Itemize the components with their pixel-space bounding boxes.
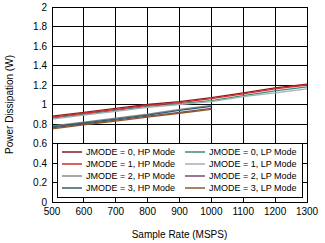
legend: JMODE = 0, HP Mode JMODE = 0, LP Mode JMOD… xyxy=(57,143,302,197)
x-tick-label: 1100 xyxy=(232,206,254,217)
legend-swatch xyxy=(62,151,82,153)
legend-swatch xyxy=(185,175,205,177)
y-tick-label: 0.4 xyxy=(33,158,47,169)
x-axis-label: Sample Rate (MSPS) xyxy=(132,229,228,240)
series-line xyxy=(52,106,211,126)
plot-frame xyxy=(52,7,307,202)
legend-label: JMODE = 1, LP Mode xyxy=(209,159,297,169)
y-axis-label: Power Dissipation (W) xyxy=(4,55,15,154)
legend-label: JMODE = 2, HP Mode xyxy=(86,171,175,181)
x-tick-label: 1000 xyxy=(200,206,223,217)
y-tick-label: 2 xyxy=(41,2,47,13)
x-tick-label: 600 xyxy=(76,206,93,217)
legend-swatch xyxy=(185,187,205,189)
legend-swatch xyxy=(62,163,82,165)
legend-swatch xyxy=(62,187,82,189)
series-line xyxy=(52,84,307,116)
x-tick-label: 500 xyxy=(44,206,61,217)
y-tick-label: 0.8 xyxy=(33,119,47,130)
series-line xyxy=(52,89,307,119)
legend-label: JMODE = 1, HP Mode xyxy=(86,159,175,169)
y-tick-label: 1.4 xyxy=(33,60,47,71)
x-tick-label: 800 xyxy=(139,206,156,217)
y-tick-label: 0.6 xyxy=(33,138,47,149)
legend-label: JMODE = 0, HP Mode xyxy=(86,147,175,157)
chart: 00.20.40.60.811.21.41.61.825006007008009… xyxy=(0,0,325,243)
legend-box xyxy=(57,143,302,197)
x-tick-label: 700 xyxy=(107,206,124,217)
x-tick-label: 900 xyxy=(171,206,188,217)
x-tick-label: 1300 xyxy=(296,206,319,217)
legend-label: JMODE = 2, LP Mode xyxy=(209,171,297,181)
y-tick-label: 0.2 xyxy=(33,177,47,188)
y-tick-label: 1.8 xyxy=(33,21,47,32)
y-tick-label: 1.6 xyxy=(33,41,47,52)
series-line xyxy=(52,109,211,129)
x-tick-label: 1200 xyxy=(264,206,287,217)
series-group xyxy=(52,84,307,129)
legend-label: JMODE = 3, HP Mode xyxy=(86,183,175,193)
y-tick-label: 1 xyxy=(41,99,47,110)
legend-label: JMODE = 0, LP Mode xyxy=(209,147,297,157)
plot-area xyxy=(52,7,307,202)
series-line xyxy=(52,105,211,125)
legend-swatch xyxy=(185,151,205,153)
legend-swatch xyxy=(62,175,82,177)
legend-label: JMODE = 3, LP Mode xyxy=(209,183,297,193)
y-tick-label: 1.2 xyxy=(33,80,47,91)
series-line xyxy=(52,108,211,128)
legend-swatch xyxy=(185,163,205,165)
